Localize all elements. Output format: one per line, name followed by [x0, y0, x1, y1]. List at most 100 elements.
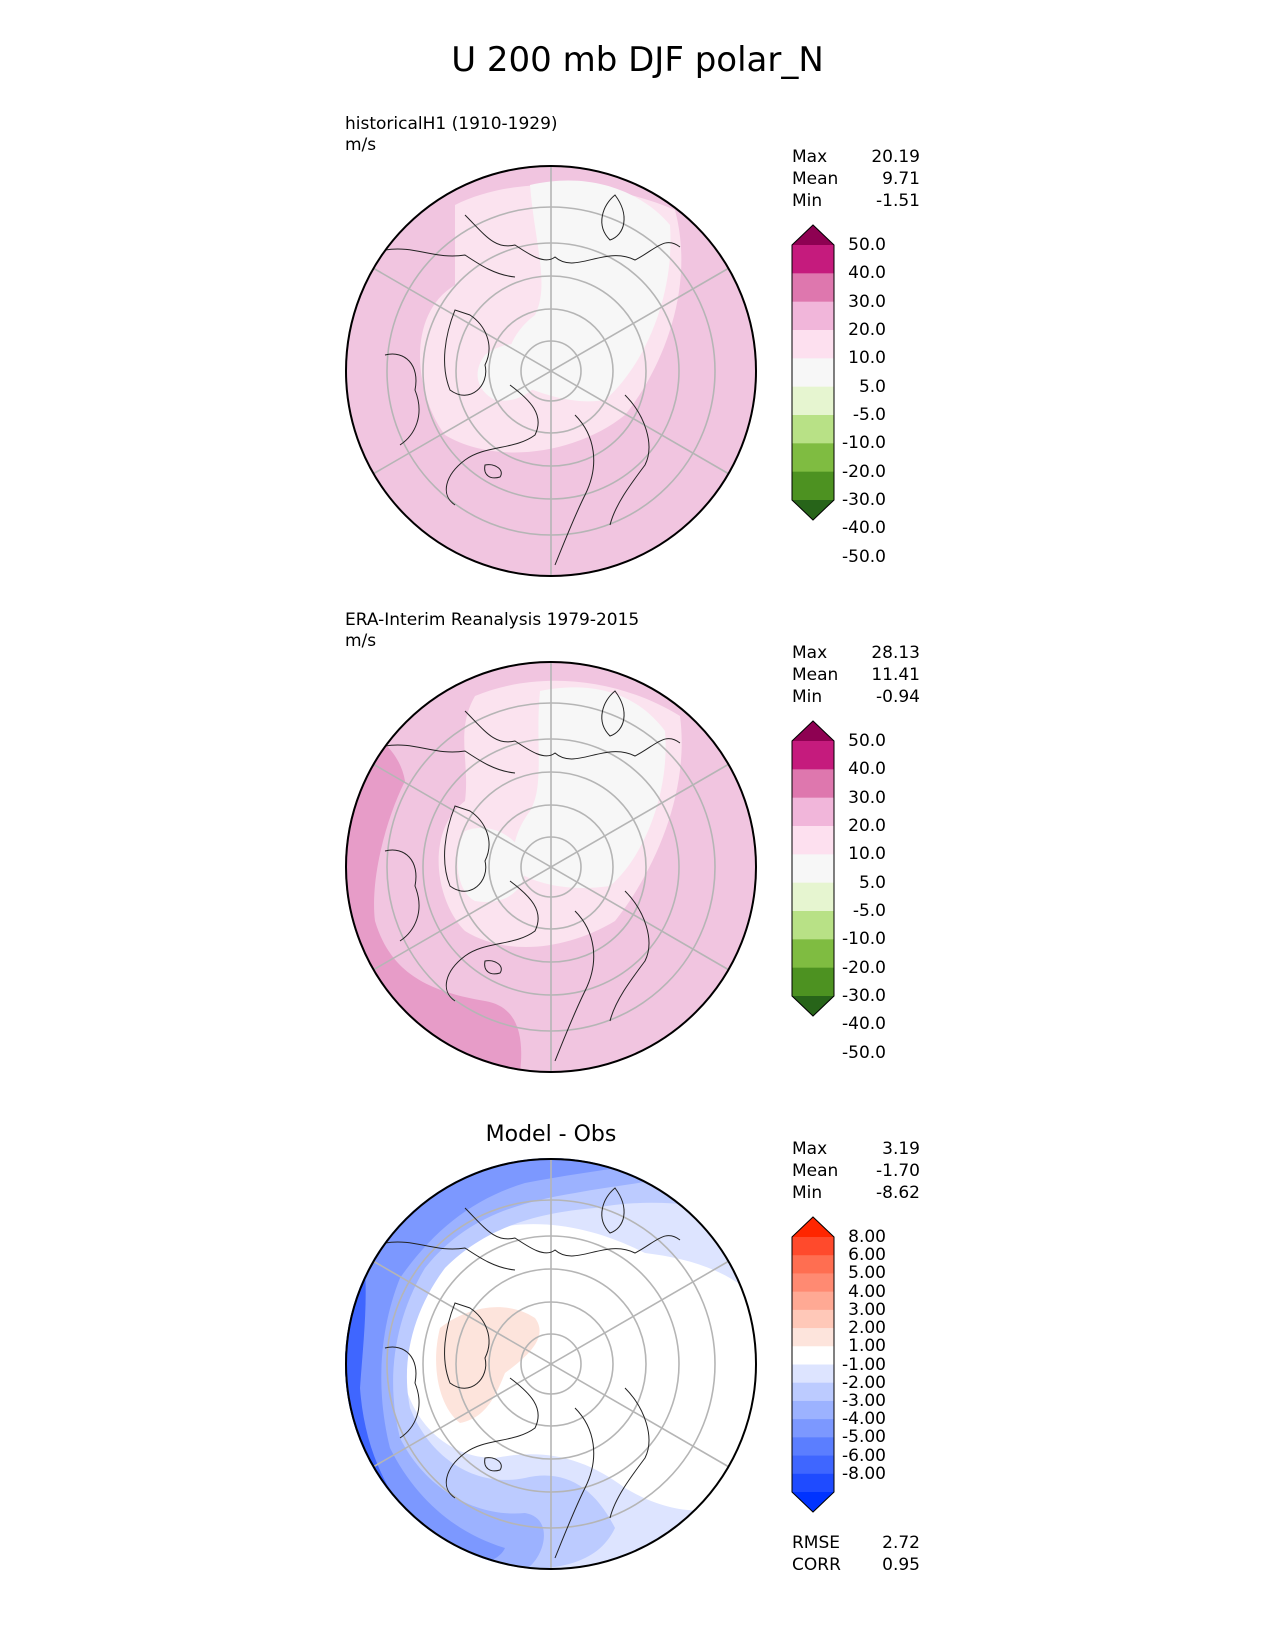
panel-model-dataset: historicalH1 (1910-1929) — [345, 114, 558, 134]
colorbar-band — [792, 443, 834, 473]
colorbar-band — [792, 500, 834, 520]
colorbar-band — [792, 1382, 834, 1402]
colorbar-tick-label: 2.00 — [848, 1318, 886, 1339]
stat-min: Min -0.94 — [792, 687, 920, 707]
colorbar-band — [792, 415, 834, 444]
stat-min: Min -1.51 — [792, 191, 920, 211]
colorbar-tick-label: 5.0 — [858, 376, 886, 397]
panel-diff-colorbar — [791, 1216, 835, 1513]
colorbar-band — [792, 386, 834, 416]
colorbar-tick-label: -1.00 — [842, 1354, 886, 1375]
colorbar-tick-label: 10.0 — [848, 844, 886, 865]
colorbar-band — [792, 882, 834, 912]
colorbar-band — [792, 471, 834, 501]
colorbar-tick-label: 50.0 — [848, 731, 886, 751]
colorbar-outline — [791, 1216, 835, 1513]
colorbar-band — [792, 826, 834, 855]
colorbar-band — [792, 1328, 834, 1347]
colorbar-tick-label: 30.0 — [848, 787, 886, 808]
colorbar-band — [792, 1309, 834, 1329]
coastlines — [384, 194, 681, 566]
map-boundary — [345, 661, 757, 1073]
colorbar-band — [792, 273, 834, 303]
panel-model-polar-map — [345, 165, 757, 577]
panel-diff-polar-map — [345, 1158, 757, 1570]
colorbar-tick-label: -20.0 — [842, 957, 886, 978]
field-5-region-2 — [457, 827, 526, 902]
colorbar-band — [792, 1237, 834, 1256]
colorbar-band — [792, 1419, 834, 1438]
map-boundary — [345, 1158, 757, 1570]
diff-neg3-region — [345, 1158, 757, 1570]
colorbar-outline — [791, 224, 835, 521]
panel-diff-colorbar-ticks: 8.00 6.00 5.00 4.00 3.00 2.00 1.00 -1.00 -2.00 -3… — [830, 1217, 886, 1512]
colorbar-tick-label: 5.00 — [848, 1263, 886, 1284]
colorbar-band — [792, 1291, 834, 1311]
field-5-region — [508, 180, 671, 402]
figure-title: U 200 mb DJF polar_N — [451, 40, 824, 80]
colorbar-tick-label: -5.00 — [842, 1427, 886, 1448]
stat-corr: CORR 0.95 — [792, 1555, 920, 1575]
colorbar-band — [792, 967, 834, 997]
panel-obs-units: m/s — [345, 631, 377, 651]
colorbar-tick-label: 4.00 — [848, 1281, 886, 1302]
graticule — [372, 1158, 730, 1570]
colorbar-band — [792, 741, 834, 770]
stat-max: Max 28.13 — [792, 643, 920, 663]
colorbar-band — [792, 301, 834, 331]
colorbar-band — [792, 1217, 834, 1237]
colorbar-tick-label: -5.0 — [852, 901, 886, 921]
colorbar-tick-label: -8.00 — [842, 1463, 886, 1484]
colorbar-tick-label: 40.0 — [848, 263, 886, 284]
colorbar-band — [792, 1346, 834, 1365]
panel-obs-colorbar-ticks: 50.0 40.0 30.0 20.0 10.0 5.0 -5.0 -10.0 -20.0 -30… — [830, 721, 886, 1063]
colorbar-tick-label: -2.00 — [842, 1372, 886, 1393]
colorbar-band — [792, 939, 834, 969]
colorbar-tick-label: -20.0 — [842, 461, 886, 482]
diff-pos1-region — [436, 1307, 540, 1423]
panel-model-stats: Max 20.19 Mean 9.71 Min -1.51 — [792, 146, 920, 212]
stat-mean: Mean 11.41 — [792, 665, 920, 685]
colorbar-tick-label: -30.0 — [842, 986, 886, 1006]
colorbar-tick-label: -10.0 — [842, 929, 886, 950]
colorbar-band — [792, 1255, 834, 1274]
coastlines — [384, 690, 681, 1062]
panel-obs-colorbar — [791, 720, 835, 1017]
colorbar-band — [792, 996, 834, 1016]
stat-max: Max 3.19 — [792, 1139, 920, 1159]
panel-diff-error-stats: RMSE 2.72 CORR 0.95 — [792, 1532, 920, 1576]
colorbar-band — [792, 797, 834, 827]
colorbar-tick-label: 10.0 — [848, 348, 886, 369]
colorbar-tick-label: -5.0 — [852, 405, 886, 425]
colorbar-band — [792, 1473, 834, 1493]
colorbar-band — [792, 854, 834, 884]
colorbar-band — [792, 721, 834, 741]
colorbar-tick-label: -6.00 — [842, 1445, 886, 1466]
colorbar-tick-label: 3.00 — [848, 1299, 886, 1320]
panel-obs-label: ERA-Interim Reanalysis 1979-2015 m/s — [345, 610, 639, 652]
colorbar-band — [792, 1455, 834, 1475]
stat-min: Min -8.62 — [792, 1183, 920, 1203]
colorbar-band — [792, 1273, 834, 1293]
colorbar-band — [792, 1364, 834, 1384]
colorbar-band — [792, 358, 834, 388]
panel-diff-stats: Max 3.19 Mean -1.70 Min -8.62 — [792, 1138, 920, 1204]
colorbar-band — [792, 245, 834, 274]
colorbar-outline — [791, 720, 835, 1017]
colorbar-tick-label: 6.00 — [848, 1245, 886, 1266]
colorbar-band — [792, 769, 834, 799]
colorbar-band — [792, 911, 834, 940]
colorbar-tick-label: -40.0 — [842, 1014, 886, 1035]
field-20-region — [345, 721, 522, 1073]
colorbar-tick-label: -10.0 — [842, 433, 886, 454]
panel-model-colorbar-ticks: 50.0 40.0 30.0 20.0 10.0 5.0 -5.0 -10.0 -20.0 -30… — [830, 225, 886, 567]
stat-rmse: RMSE 2.72 — [792, 1533, 920, 1553]
colorbar-band — [792, 1492, 834, 1512]
panel-diff-title: Model - Obs — [485, 1122, 617, 1147]
colorbar-tick-label: -3.00 — [842, 1390, 886, 1411]
colorbar-tick-label: -50.0 — [842, 1042, 886, 1063]
panel-obs-dataset: ERA-Interim Reanalysis 1979-2015 — [345, 610, 640, 630]
colorbar-tick-label: 20.0 — [848, 320, 886, 340]
colorbar-tick-label: -4.00 — [842, 1409, 886, 1430]
map-boundary — [345, 165, 757, 577]
